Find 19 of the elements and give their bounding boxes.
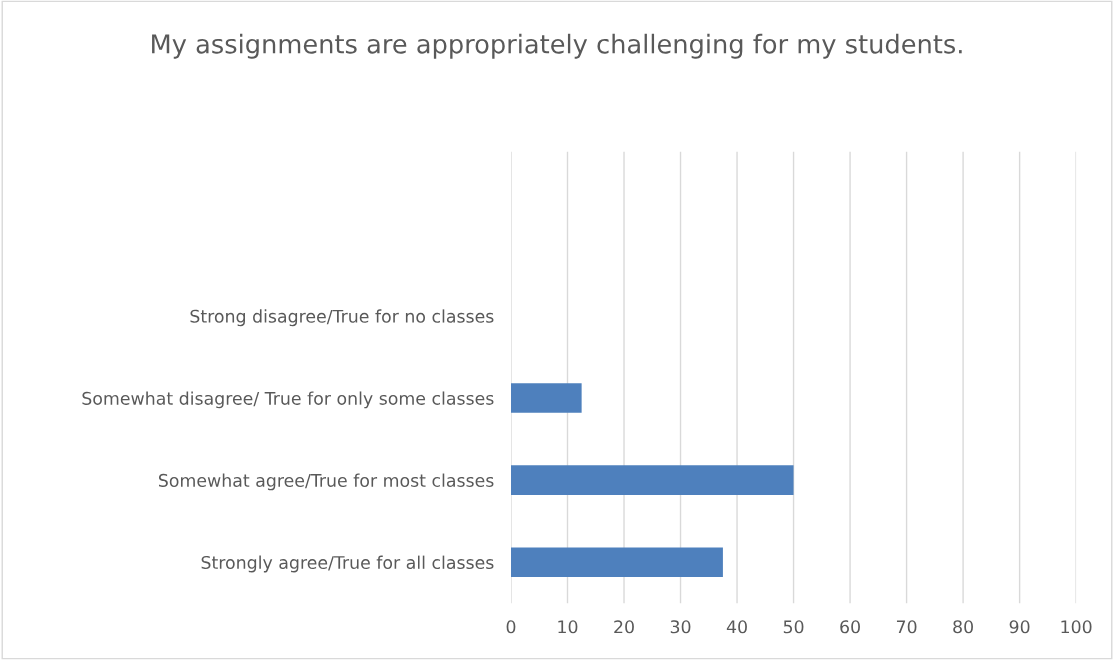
- x-tick-label: 10: [558, 620, 578, 634]
- y-tick-label: Somewhat disagree/ True for only some classes: [82, 391, 494, 409]
- bar: [510, 465, 794, 495]
- y-tick-label: Strongly agree/True for all classes: [201, 555, 494, 573]
- x-tick-label: 0: [506, 620, 516, 634]
- y-tick-label: Strong disagree/True for no classes: [190, 309, 494, 327]
- x-tick-label: 30: [670, 620, 691, 634]
- chart-title: My assignments are appropriately challenging for my students.: [152, 33, 962, 59]
- x-tick-label: 70: [896, 620, 917, 634]
- x-tick-label: 40: [726, 620, 747, 634]
- x-tick-label: 90: [1009, 620, 1030, 634]
- x-tick-label: 80: [953, 620, 973, 634]
- x-tick-label: 100: [1061, 620, 1092, 634]
- x-tick-label: 20: [614, 620, 634, 634]
- x-tick-label: 50: [783, 620, 804, 634]
- bar: [510, 383, 582, 413]
- bar: [510, 547, 723, 577]
- y-tick-label: Somewhat agree/True for most classes: [158, 473, 494, 491]
- x-tick-label: 60: [840, 620, 860, 634]
